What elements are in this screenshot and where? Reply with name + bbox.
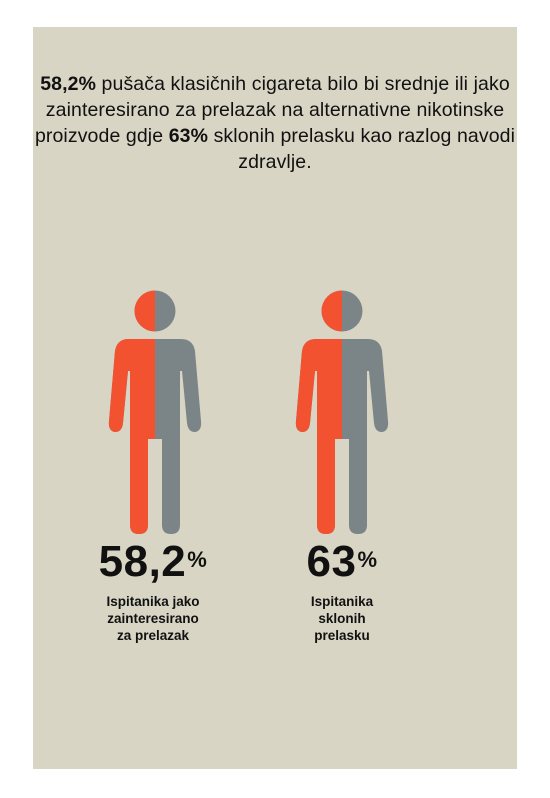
stat-label-line: Ispitanika jako (106, 594, 200, 609)
stat-value: 58,2% (99, 539, 208, 585)
headline-highlight-1: 58,2% (40, 73, 97, 95)
stat-number: 58,2 (98, 537, 187, 586)
stat-number: 63 (306, 537, 357, 586)
stat-inclined: 63% Ispitanika sklonih prelasku (276, 539, 408, 644)
stat-label-line: sklonih (318, 611, 366, 626)
headline-highlight-2: 63% (168, 125, 209, 147)
person-icon-1 (107, 289, 203, 535)
person-icon-2 (294, 289, 390, 535)
infographic-card: 58,2% pušača klasičnih cigareta bilo bi … (33, 27, 517, 769)
stat-interested: 58,2% Ispitanika jako zainteresirano za … (73, 539, 233, 644)
stat-value: 63% (306, 539, 377, 585)
stat-unit: % (357, 547, 378, 572)
stat-label-line: zainteresirano (107, 611, 199, 626)
stat-unit: % (187, 547, 208, 572)
stat-label: Ispitanika jako zainteresirano za prelaz… (73, 593, 233, 644)
headline-text-2: sklonih prelasku kao razlog navodi zdrav… (208, 125, 516, 173)
stat-label-line: za prelazak (116, 628, 190, 643)
headline-text-1: pušača klasičnih cigareta bilo bi srednj… (34, 73, 510, 147)
stat-label: Ispitanika sklonih prelasku (276, 593, 408, 644)
headline: 58,2% pušača klasičnih cigareta bilo bi … (33, 71, 517, 175)
stat-label-line: Ispitanika (310, 594, 374, 609)
stat-label-line: prelasku (314, 628, 370, 643)
